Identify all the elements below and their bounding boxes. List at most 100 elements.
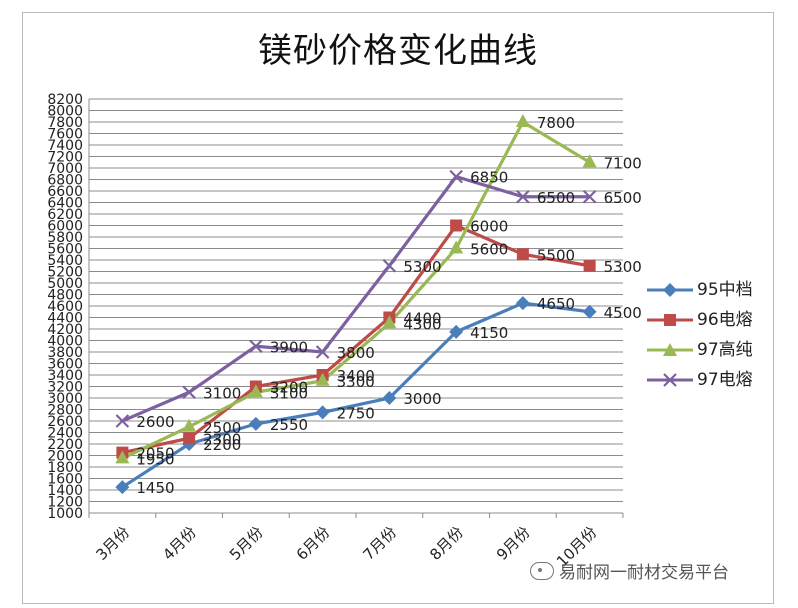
y-tick-label: 1000 xyxy=(47,506,83,522)
data-label: 3400 xyxy=(337,367,375,385)
x-tick-label: 7月份 xyxy=(360,523,401,564)
data-label: 2200 xyxy=(203,436,241,454)
y-tick-label: 3000 xyxy=(47,391,83,407)
y-tick-label: 4000 xyxy=(47,334,83,350)
data-label: 3000 xyxy=(403,390,441,408)
legend-item: 97高纯 xyxy=(647,335,797,365)
legend-label: 97高纯 xyxy=(697,340,753,360)
data-label: 3100 xyxy=(203,384,241,402)
data-label: 4650 xyxy=(537,295,575,313)
legend-swatch xyxy=(647,283,693,297)
watermark: 易耐网一耐材交易平台 xyxy=(530,558,729,583)
data-point xyxy=(582,189,597,204)
y-tick-label: 1400 xyxy=(47,483,83,499)
data-label: 5500 xyxy=(537,246,575,264)
legend-label: 95中档 xyxy=(697,280,753,300)
data-label: 1450 xyxy=(136,479,174,497)
data-label: 6850 xyxy=(470,169,508,187)
x-tick-label: 9月份 xyxy=(493,523,534,564)
y-tick-label: 1800 xyxy=(47,460,83,476)
y-tick-label: 5600 xyxy=(47,242,83,258)
data-point xyxy=(382,258,397,273)
x-tick-label: 5月份 xyxy=(226,523,267,564)
data-label: 6500 xyxy=(604,189,642,207)
data-point xyxy=(248,416,263,431)
data-point xyxy=(183,432,196,445)
y-tick-label: 5400 xyxy=(47,253,83,269)
data-label: 4500 xyxy=(604,304,642,322)
data-label: 3900 xyxy=(270,338,308,356)
data-point xyxy=(115,450,130,464)
data-point xyxy=(249,339,263,354)
data-label: 5600 xyxy=(470,241,508,259)
data-label: 2050 xyxy=(136,445,174,463)
y-tick-label: 4400 xyxy=(47,311,83,327)
data-point xyxy=(382,391,397,405)
y-tick-label: 1600 xyxy=(47,472,83,488)
legend-swatch xyxy=(647,314,693,326)
y-tick-label: 3200 xyxy=(47,380,83,396)
data-label: 2550 xyxy=(270,416,308,434)
wechat-icon xyxy=(530,562,554,580)
data-point xyxy=(115,414,130,428)
chart-legend: 95中档 96电熔 97高纯 97电熔 xyxy=(647,275,797,395)
y-tick-label: 4800 xyxy=(47,288,83,304)
data-label: 3100 xyxy=(270,384,308,402)
y-tick-label: 8000 xyxy=(47,104,83,120)
y-tick-label: 2600 xyxy=(47,414,83,430)
series-line xyxy=(121,175,590,423)
y-tick-label: 8200 xyxy=(47,92,83,108)
data-label: 3300 xyxy=(337,373,375,391)
legend-label: 96电熔 xyxy=(697,310,753,330)
data-label: 6000 xyxy=(470,218,508,236)
chart-frame: 镁砂价格变化曲线 1000 1200 1400 1600 1800 2000 2200 240… xyxy=(22,12,774,604)
y-tick-label: 2000 xyxy=(47,449,83,465)
data-label: 4300 xyxy=(403,315,441,333)
data-label: 1950 xyxy=(136,450,174,468)
y-tick-label: 6600 xyxy=(47,184,83,200)
y-tick-label: 7400 xyxy=(47,138,83,154)
data-point xyxy=(449,240,464,254)
data-point xyxy=(582,304,597,319)
y-tick-label: 1200 xyxy=(47,495,83,511)
series-line xyxy=(121,120,591,460)
x-tick-label: 3月份 xyxy=(93,523,134,564)
data-label: 5300 xyxy=(403,258,441,276)
data-label: 7800 xyxy=(537,114,575,132)
data-label: 5300 xyxy=(604,258,642,276)
data-label: 4400 xyxy=(403,310,441,328)
data-point xyxy=(516,248,529,261)
data-point xyxy=(182,385,196,400)
data-point xyxy=(583,259,596,272)
data-point xyxy=(515,296,530,311)
y-tick-label: 6200 xyxy=(47,207,83,223)
legend-item: 96电熔 xyxy=(647,305,797,335)
data-point xyxy=(515,114,530,127)
y-tick-label: 4200 xyxy=(47,322,83,338)
data-point xyxy=(248,384,263,398)
y-tick-label: 7200 xyxy=(47,150,83,166)
x-tick-label: 8月份 xyxy=(426,523,467,564)
y-tick-label: 5000 xyxy=(47,276,83,292)
data-point xyxy=(449,169,463,184)
y-tick-label: 4600 xyxy=(47,299,83,315)
legend-swatch xyxy=(647,343,693,356)
y-tick-label: 5200 xyxy=(47,265,83,281)
data-point xyxy=(450,219,463,232)
y-tick-label: 3600 xyxy=(47,357,83,373)
data-label: 2750 xyxy=(337,404,375,422)
y-tick-label: 2200 xyxy=(47,437,83,453)
data-point xyxy=(582,154,597,168)
data-point xyxy=(315,372,330,386)
y-tick-label: 2400 xyxy=(47,426,83,442)
y-tick-label: 6000 xyxy=(47,219,83,235)
data-label: 6500 xyxy=(537,189,575,207)
data-point xyxy=(449,324,464,339)
x-tick-label: 6月份 xyxy=(293,523,334,564)
legend-label: 97电熔 xyxy=(697,370,753,390)
y-tick-label: 3800 xyxy=(47,345,83,361)
data-point xyxy=(182,418,197,432)
series-line xyxy=(122,223,590,455)
data-point xyxy=(382,315,397,329)
y-tick-label: 6400 xyxy=(47,196,83,212)
